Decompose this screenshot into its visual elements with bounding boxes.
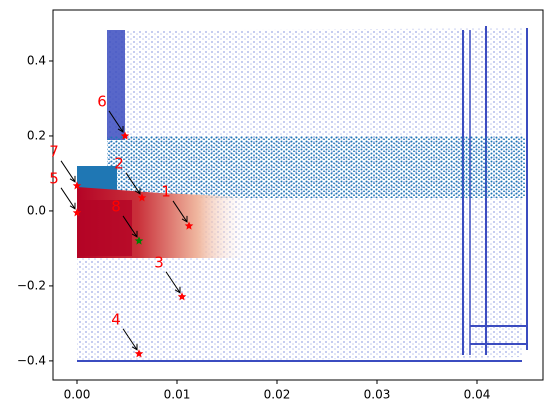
annotation-arrowhead <box>131 343 138 351</box>
annotation-label: 6 <box>97 92 107 110</box>
annotation-label: 1 <box>161 182 171 200</box>
x-tick-label: 0.01 <box>164 388 191 402</box>
annotation-label: 4 <box>111 310 121 328</box>
annotation-arrow <box>122 215 138 238</box>
star-marker <box>184 221 194 230</box>
x-tick-label: 0.03 <box>364 388 391 402</box>
annotation-label: 7 <box>49 142 59 160</box>
annotation-label: 8 <box>111 197 121 215</box>
annotation-arrowhead <box>174 286 181 294</box>
annotation-label: 5 <box>49 169 59 187</box>
star-marker <box>72 181 82 190</box>
point-clouds <box>77 26 528 362</box>
x-tick-label: 0.04 <box>464 388 491 402</box>
star-marker <box>137 193 147 202</box>
annotation-label: 3 <box>154 253 164 271</box>
annotation-label: 2 <box>114 154 124 172</box>
star-marker <box>177 292 187 301</box>
annotation-arrow <box>165 271 181 294</box>
star-marker <box>134 236 144 245</box>
star-marker <box>134 349 144 358</box>
plot-frame <box>52 9 544 381</box>
annotation-arrowhead <box>117 125 124 133</box>
annotation-arrow <box>60 160 76 183</box>
x-tick-label: 0.02 <box>264 388 291 402</box>
annotation-arrow <box>125 172 141 195</box>
y-tick-label: 0.2 <box>27 128 46 142</box>
annotation-arrow <box>122 328 138 351</box>
annotation-arrow <box>172 200 188 223</box>
y-tick-label: 0.0 <box>27 203 46 217</box>
y-tick-label: −0.4 <box>17 353 46 367</box>
annotation-arrowhead <box>69 202 76 210</box>
annotation-arrow <box>60 187 76 210</box>
annotation-arrow <box>108 110 124 133</box>
annotation-arrowhead <box>181 215 188 223</box>
y-tick-label: −0.2 <box>17 278 46 292</box>
x-tick-label: 0.00 <box>64 388 91 402</box>
y-tick-label: 0.4 <box>27 53 46 67</box>
star-marker <box>72 208 82 217</box>
annotation-arrowhead <box>69 175 76 183</box>
star-marker <box>120 131 130 140</box>
annotation-arrowhead <box>134 187 141 195</box>
annotation-arrowhead <box>131 230 138 238</box>
